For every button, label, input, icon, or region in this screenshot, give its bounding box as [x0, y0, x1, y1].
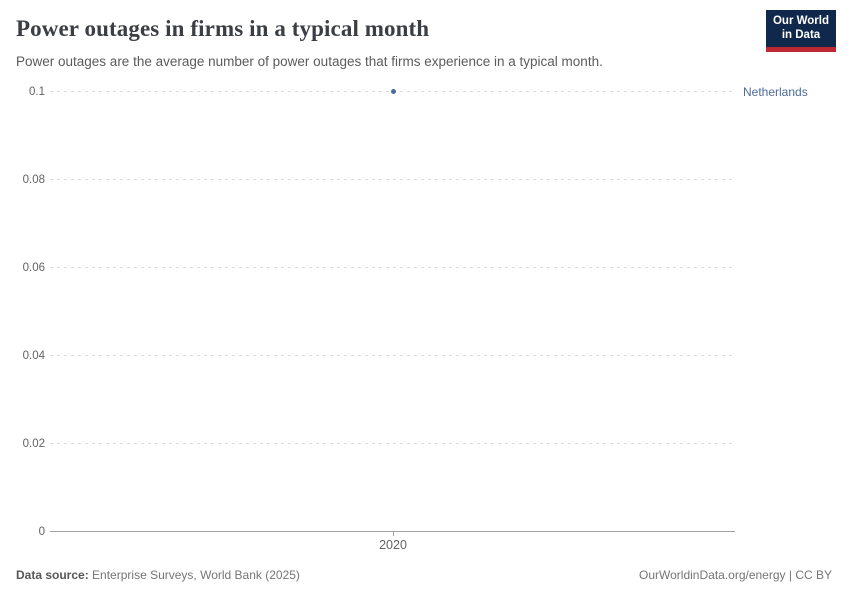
owid-logo-line2: in Data [781, 28, 821, 41]
y-axis-tick-label: 0.06 [22, 261, 45, 274]
x-axis-tick-label: 2020 [379, 538, 407, 552]
gridline [50, 267, 735, 268]
chart-footer: Data source: Enterprise Surveys, World B… [16, 568, 832, 582]
y-axis-tick-label: 0 [38, 525, 45, 538]
data-source: Data source: Enterprise Surveys, World B… [16, 568, 300, 582]
data-source-label: Data source: [16, 568, 89, 582]
page-title: Power outages in firms in a typical mont… [16, 16, 430, 41]
chart-subtitle: Power outages are the average number of … [16, 54, 603, 69]
owid-logo: Our World in Data [766, 10, 836, 52]
gridline [50, 179, 735, 180]
y-axis-tick-label: 0.02 [22, 437, 45, 450]
entity-label[interactable]: Netherlands [743, 85, 808, 99]
x-axis-tick [393, 531, 394, 536]
y-axis-tick-label: 0.1 [29, 85, 45, 98]
data-source-text: Enterprise Surveys, World Bank (2025) [92, 568, 300, 582]
data-point[interactable] [390, 88, 396, 94]
gridline [50, 355, 735, 356]
x-axis-line [50, 531, 735, 532]
owid-logo-line1: Our World [772, 15, 829, 27]
credit-link[interactable]: OurWorldinData.org/energy | CC BY [639, 568, 832, 582]
y-axis-tick-label: 0.08 [22, 173, 45, 186]
gridline [50, 443, 735, 444]
y-axis-tick-label: 0.04 [22, 349, 45, 362]
